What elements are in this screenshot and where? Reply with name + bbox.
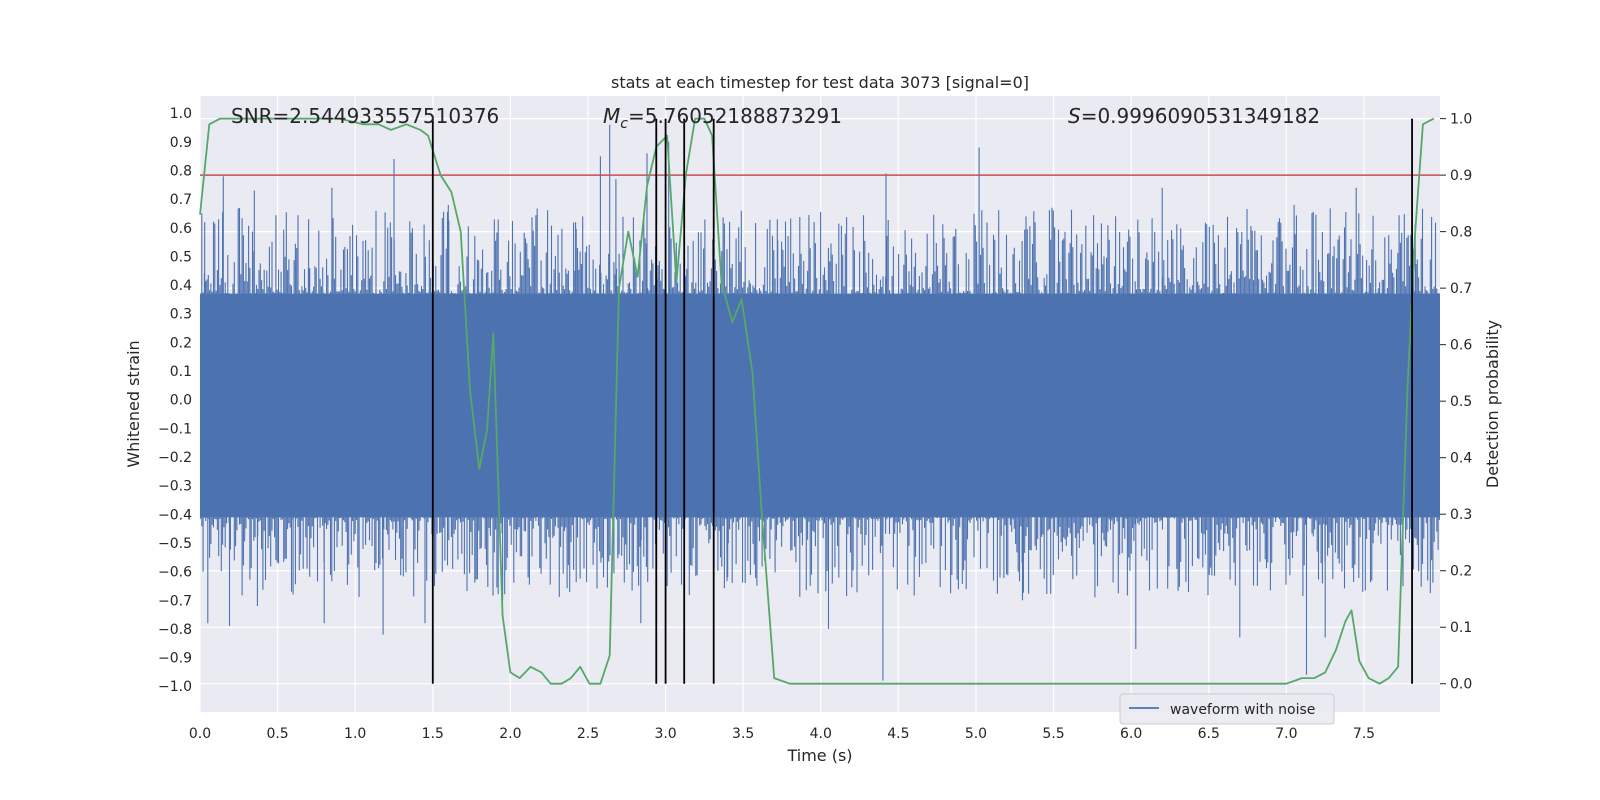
y-axis-right-label: Detection probability [1483,320,1502,488]
y-left-tick-label: −0.2 [158,450,192,466]
y-left-tick-label: −1.0 [158,679,192,695]
y-left-tick-label: 0.0 [170,393,192,409]
y-axis-left-ticks: 1.0 0.9 0.8 0.7 0.6 0.5 0.4 0.3 0.2 0.1 0.0 −0.1 −0.… [158,106,192,695]
y-left-tick-label: −0.3 [158,479,192,495]
x-tick-label: 4.0 [810,726,832,742]
y-left-tick-label: −0.9 [158,651,192,667]
x-tick-label: 3.5 [732,726,754,742]
x-tick-label: 6.5 [1198,726,1220,742]
legend: waveform with noise [1119,693,1335,725]
y-left-tick-label: 0.3 [170,307,192,323]
y-left-tick-label: −0.8 [158,622,192,638]
y-left-tick-label: −0.7 [158,593,192,609]
y-axis-left-label: Whitened strain [124,340,143,467]
x-tick-label: 5.0 [965,726,987,742]
waveform-spikes [199,124,1440,681]
y-right-tick-label: 0.0 [1450,677,1472,693]
x-tick-label: 5.5 [1042,726,1064,742]
statistic-value: =0.9996090531349182 [1081,104,1320,128]
event-markers [431,118,1413,684]
y-right-tick-label: 0.9 [1450,168,1472,184]
x-tick-label: 1.5 [422,726,444,742]
x-tick-label: 2.0 [499,726,521,742]
x-tick-label: 2.5 [577,726,599,742]
x-tick-label: 1.0 [344,726,366,742]
y-left-tick-label: 0.7 [170,192,192,208]
chirp-mass-symbol: M [603,104,620,128]
statistic-symbol: S [1068,104,1081,128]
x-axis-label: Time (s) [786,746,852,765]
x-tick-label: 4.5 [887,726,909,742]
y-left-tick-label: −0.4 [158,507,192,523]
x-tick-label: 3.0 [654,726,676,742]
y-right-tick-label: 0.8 [1450,225,1472,241]
legend-label: waveform with noise [1170,702,1315,718]
chirp-mass-value: =5.76052188873291 [628,104,842,128]
statistic-annotation: S=0.9996090531349182 [1068,104,1320,128]
waveform-series [199,124,1440,681]
snr-annotation: SNR=2.544933557510376 [231,104,499,128]
chirp-mass-annotation: Mc=5.76052188873291 [603,104,842,132]
y-right-tick-label: 0.6 [1450,338,1472,354]
x-tick-label: 6.0 [1120,726,1142,742]
y-right-tick-label: 0.3 [1450,507,1472,523]
y-left-tick-label: −0.1 [158,421,192,437]
y-left-tick-label: 0.6 [170,221,192,237]
x-tick-label: 0.5 [266,726,288,742]
y-left-tick-label: 0.5 [170,249,192,265]
y-left-tick-label: 0.9 [170,135,192,151]
y-left-tick-label: 1.0 [170,106,192,122]
x-axis-ticks: 0.0 0.5 1.0 1.5 2.0 2.5 3.0 3.5 4.0 4.5 5.0 5.5 6.0 6… [189,726,1375,742]
chart-title: stats at each timestep for test data 307… [611,73,1029,92]
y-right-tick-label: 0.2 [1450,564,1472,580]
y-left-tick-label: 0.2 [170,335,192,351]
x-tick-label: 7.5 [1353,726,1375,742]
detection-probability-line [199,117,1435,685]
y-right-tick-label: 0.1 [1450,620,1472,636]
chirp-mass-subscript: c [620,116,628,132]
y-axis-right-ticks: 1.0 0.9 0.8 0.7 0.6 0.5 0.4 0.3 0.2 0.1 0.0 [1440,112,1472,693]
y-right-tick-label: 0.7 [1450,281,1472,297]
y-left-tick-label: −0.6 [158,565,192,581]
x-tick-label: 0.0 [189,726,211,742]
y-right-tick-label: 0.5 [1450,394,1472,410]
y-right-tick-label: 0.4 [1450,451,1472,467]
y-left-tick-label: 0.8 [170,163,192,179]
y-left-tick-label: 0.4 [170,278,192,294]
y-left-tick-label: 0.1 [170,364,192,380]
x-tick-label: 7.0 [1275,726,1297,742]
legend-box [1119,693,1335,725]
y-left-tick-label: −0.5 [158,536,192,552]
y-right-tick-label: 1.0 [1450,112,1472,128]
